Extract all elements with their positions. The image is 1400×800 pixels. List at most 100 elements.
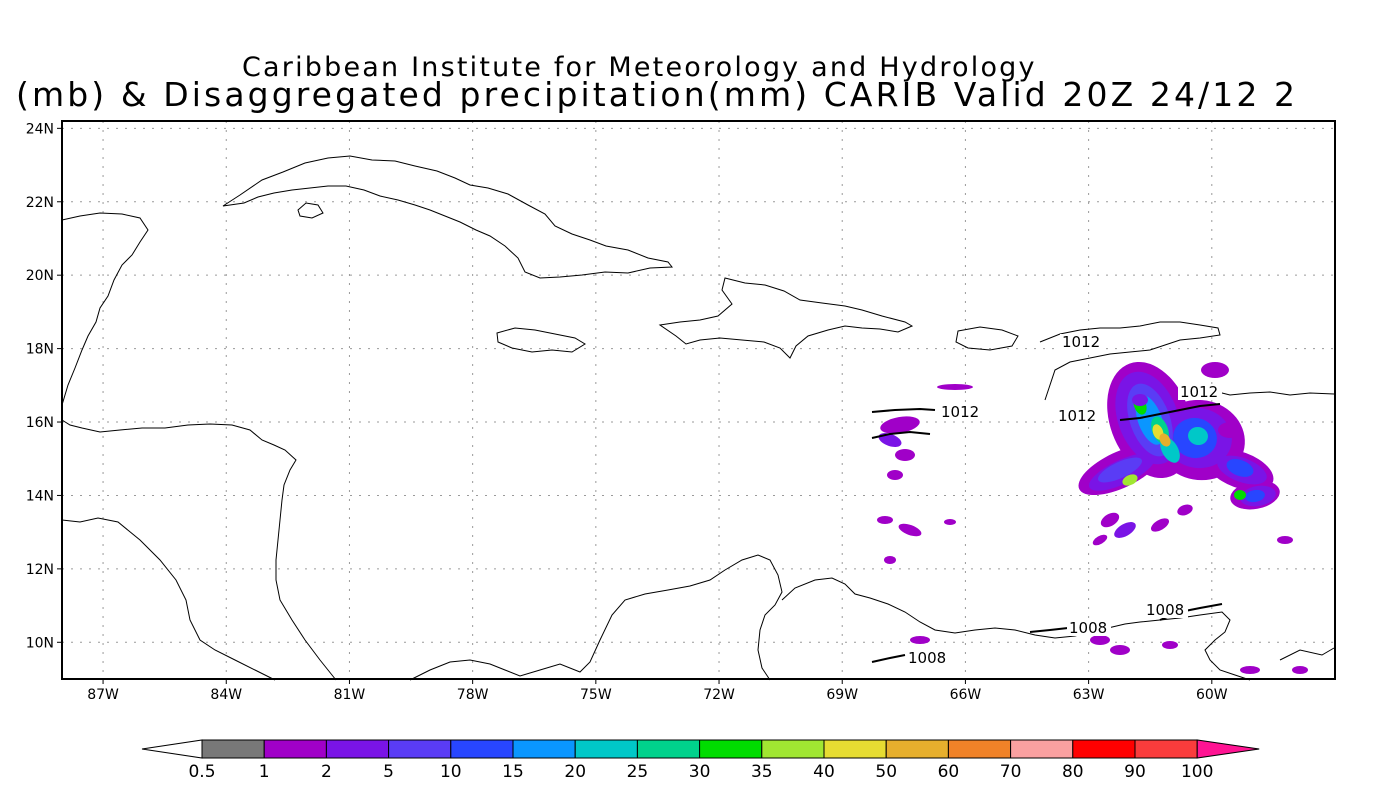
coastline-lesser-antilles xyxy=(1039,321,1221,401)
isobar-label: 1012 xyxy=(1062,333,1100,351)
colorbar-label: 70 xyxy=(1000,762,1022,782)
coastlines xyxy=(61,155,1335,681)
isobar-label-bg xyxy=(939,404,983,420)
lat-tick-label: 24N xyxy=(26,121,54,137)
colorbar-label: 40 xyxy=(813,762,835,782)
precip-cell xyxy=(1150,518,1170,532)
colorbar-label: 80 xyxy=(1062,762,1084,782)
isobar-label: 1012 xyxy=(941,403,979,421)
lon-tick-label: 75W xyxy=(580,687,612,703)
colorbar-label: 60 xyxy=(938,762,960,782)
lon-tick-label: 81W xyxy=(334,687,366,703)
isobar-1008-west xyxy=(1029,627,1069,633)
colorbar-swatch xyxy=(885,739,949,759)
isobar-label-bg xyxy=(1067,620,1111,636)
precip-cell xyxy=(1162,641,1178,649)
isobar-1012-cluster xyxy=(1119,403,1221,421)
coastline-trinidad xyxy=(1279,647,1335,661)
figure-subtitle: (mb) & Disaggregated precipitation(mm) C… xyxy=(16,75,1299,114)
isobar-label-bg xyxy=(906,650,950,666)
colorbar-label: 25 xyxy=(627,762,649,782)
precip-cell xyxy=(878,433,902,447)
precip-cell xyxy=(1201,362,1229,378)
coastline-puerto-rico xyxy=(955,326,1019,351)
isobar-label: 1008 xyxy=(908,649,946,667)
coastline-hispaniola xyxy=(658,277,914,359)
precip-cell xyxy=(877,516,893,524)
isobar-1012-north xyxy=(871,407,936,413)
colorbar-swatch xyxy=(947,739,1012,759)
isobar-1012-mid xyxy=(871,430,931,439)
precip-cell xyxy=(1132,394,1148,406)
precip-cell xyxy=(1110,645,1130,655)
precip-cell xyxy=(895,449,915,461)
lon-tick-label: 60W xyxy=(1196,687,1228,703)
precip-cell xyxy=(944,519,956,525)
colorbar-swatch xyxy=(450,739,514,759)
precipitation-field xyxy=(877,361,1308,674)
precip-cell xyxy=(898,523,922,537)
colorbar-label: 5 xyxy=(383,762,394,782)
lon-tick-label: 78W xyxy=(457,687,489,703)
isobar-label-bg xyxy=(1056,408,1100,424)
precip-cell xyxy=(937,384,973,390)
precip-cell xyxy=(1177,504,1193,516)
colorbar-labels: 0.5 1 2 5 10 15 20 25 30 35 40 50 60 70 80 90 100 xyxy=(188,762,1213,782)
colorbar-swatch xyxy=(699,739,763,759)
colorbar-label: 10 xyxy=(440,762,462,782)
coastline-central-america xyxy=(61,212,149,406)
precip-cell xyxy=(1218,422,1242,438)
colorbar-swatch xyxy=(388,739,452,759)
precip-cell xyxy=(1122,474,1138,486)
colorbar-min-arrow xyxy=(141,739,203,759)
precip-cell xyxy=(1234,490,1246,500)
precip-cell xyxy=(1240,666,1260,674)
isobar-label: 1012 xyxy=(1180,383,1218,401)
lat-tick-label: 20N xyxy=(26,268,54,284)
precipitation-colorbar xyxy=(141,739,1260,759)
colorbar-swatch xyxy=(574,739,638,759)
colorbar-label: 1 xyxy=(259,762,270,782)
colorbar-label: 0.5 xyxy=(188,762,215,782)
lon-tick-label: 69W xyxy=(826,687,858,703)
coastline-isla-juventud xyxy=(297,202,324,219)
colorbar-max-arrow xyxy=(1196,739,1260,759)
precip-cell xyxy=(887,470,903,480)
lat-tick-label: 16N xyxy=(26,415,54,431)
isobar-label-bg xyxy=(1144,602,1188,618)
precip-cell xyxy=(880,416,920,434)
colorbar-swatch xyxy=(325,739,390,759)
isobar-1008-south xyxy=(871,654,906,663)
isobar-label-bg xyxy=(1060,334,1104,350)
lat-tick-label: 22N xyxy=(26,195,54,211)
precip-cell xyxy=(1188,426,1208,446)
isobar-labels: 1012 1012 1012 1012 1008 1008 1008 xyxy=(906,333,1222,667)
lon-tick-label: 66W xyxy=(950,687,982,703)
precip-cell xyxy=(884,556,896,564)
colorbar-label: 30 xyxy=(689,762,711,782)
colorbar-label: 20 xyxy=(564,762,586,782)
colorbar-label: 2 xyxy=(321,762,332,782)
precip-cell xyxy=(1114,522,1136,538)
precip-cell xyxy=(1159,433,1171,447)
colorbar-swatch xyxy=(823,739,887,759)
precip-cell xyxy=(1226,459,1254,477)
colorbar-label: 90 xyxy=(1124,762,1146,782)
colorbar-swatch xyxy=(263,739,327,759)
lon-tick-label: 84W xyxy=(210,687,242,703)
precip-cell xyxy=(1245,489,1265,503)
precip-cell xyxy=(1100,512,1120,528)
lon-tick-label: 72W xyxy=(703,687,735,703)
lon-tick-label: 63W xyxy=(1073,687,1105,703)
colorbar-label: 100 xyxy=(1181,762,1213,782)
colorbar-swatch xyxy=(1010,739,1074,759)
colorbar-label: 35 xyxy=(751,762,773,782)
coastline-pacific xyxy=(61,517,276,681)
coastline-cuba xyxy=(222,155,674,279)
precip-cell xyxy=(1097,457,1143,483)
precip-cell xyxy=(1092,534,1108,546)
isobar-label: 1008 xyxy=(1069,619,1107,637)
figure-title: Caribbean Institute for Meteorology and … xyxy=(242,52,1037,83)
coastline-honduras xyxy=(61,419,337,681)
